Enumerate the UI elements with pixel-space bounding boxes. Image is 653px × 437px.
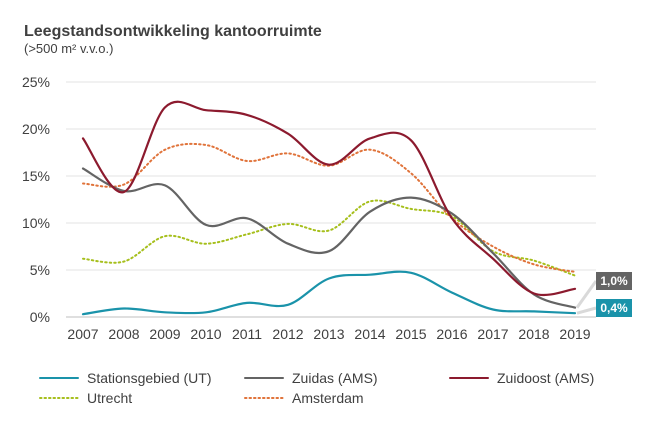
series-line-amsterdam — [82, 142, 576, 273]
end-value-callouts: 1,0% 0,4% — [575, 272, 632, 317]
y-tick-label: 0% — [30, 309, 50, 325]
series-line-utrecht — [82, 199, 576, 277]
legend-label: Amsterdam — [292, 390, 364, 406]
x-tick-label: 2012 — [272, 326, 303, 342]
series-line-zuidas-ams — [81, 167, 577, 309]
x-tick-label: 2013 — [313, 326, 344, 342]
series-line-zuidoost-ams — [81, 100, 577, 297]
y-tick-label: 15% — [22, 168, 50, 184]
callout-box — [596, 299, 632, 317]
series-lines — [81, 100, 577, 316]
y-tick-label: 20% — [22, 121, 50, 137]
x-tick-label: 2008 — [108, 326, 139, 342]
callout-label: 1,0% — [600, 274, 628, 288]
x-tick-label: 2017 — [477, 326, 508, 342]
callout-leader — [575, 280, 598, 309]
x-tick-label: 2007 — [67, 326, 98, 342]
x-tick-label: 2016 — [436, 326, 467, 342]
series-line-stationsgebied-ut — [81, 270, 577, 316]
legend-label: Zuidoost (AMS) — [497, 370, 594, 386]
callout-leader — [576, 306, 597, 315]
legend-label: Zuidas (AMS) — [292, 370, 378, 386]
x-axis-ticks: 2007 2008 2009 2010 2011 2012 2013 2014 2015 2016… — [67, 326, 590, 342]
y-tick-label: 25% — [22, 74, 50, 90]
legend-label: Utrecht — [87, 390, 132, 406]
legend-label: Stationsgebied (UT) — [87, 370, 212, 386]
y-axis-ticks: 0% 5% 10% 15% 20% 25% — [22, 74, 50, 325]
y-tick-label: 5% — [30, 262, 50, 278]
x-tick-label: 2009 — [149, 326, 180, 342]
x-tick-label: 2019 — [559, 326, 590, 342]
x-tick-label: 2018 — [518, 326, 549, 342]
y-tick-label: 10% — [22, 215, 50, 231]
chart-title: Leegstandsontwikkeling kantoorruimte — [24, 23, 322, 40]
chart-subtitle: (>500 m² v.v.o.) — [24, 41, 113, 56]
callout-label: 0,4% — [600, 301, 628, 315]
x-tick-label: 2010 — [190, 326, 221, 342]
legend: Stationsgebied (UT) Zuidas (AMS) Zuidoost … — [39, 370, 594, 406]
x-tick-label: 2014 — [354, 326, 385, 342]
callout-box — [596, 272, 632, 290]
x-tick-label: 2011 — [232, 326, 262, 342]
x-tick-label: 2015 — [395, 326, 426, 342]
